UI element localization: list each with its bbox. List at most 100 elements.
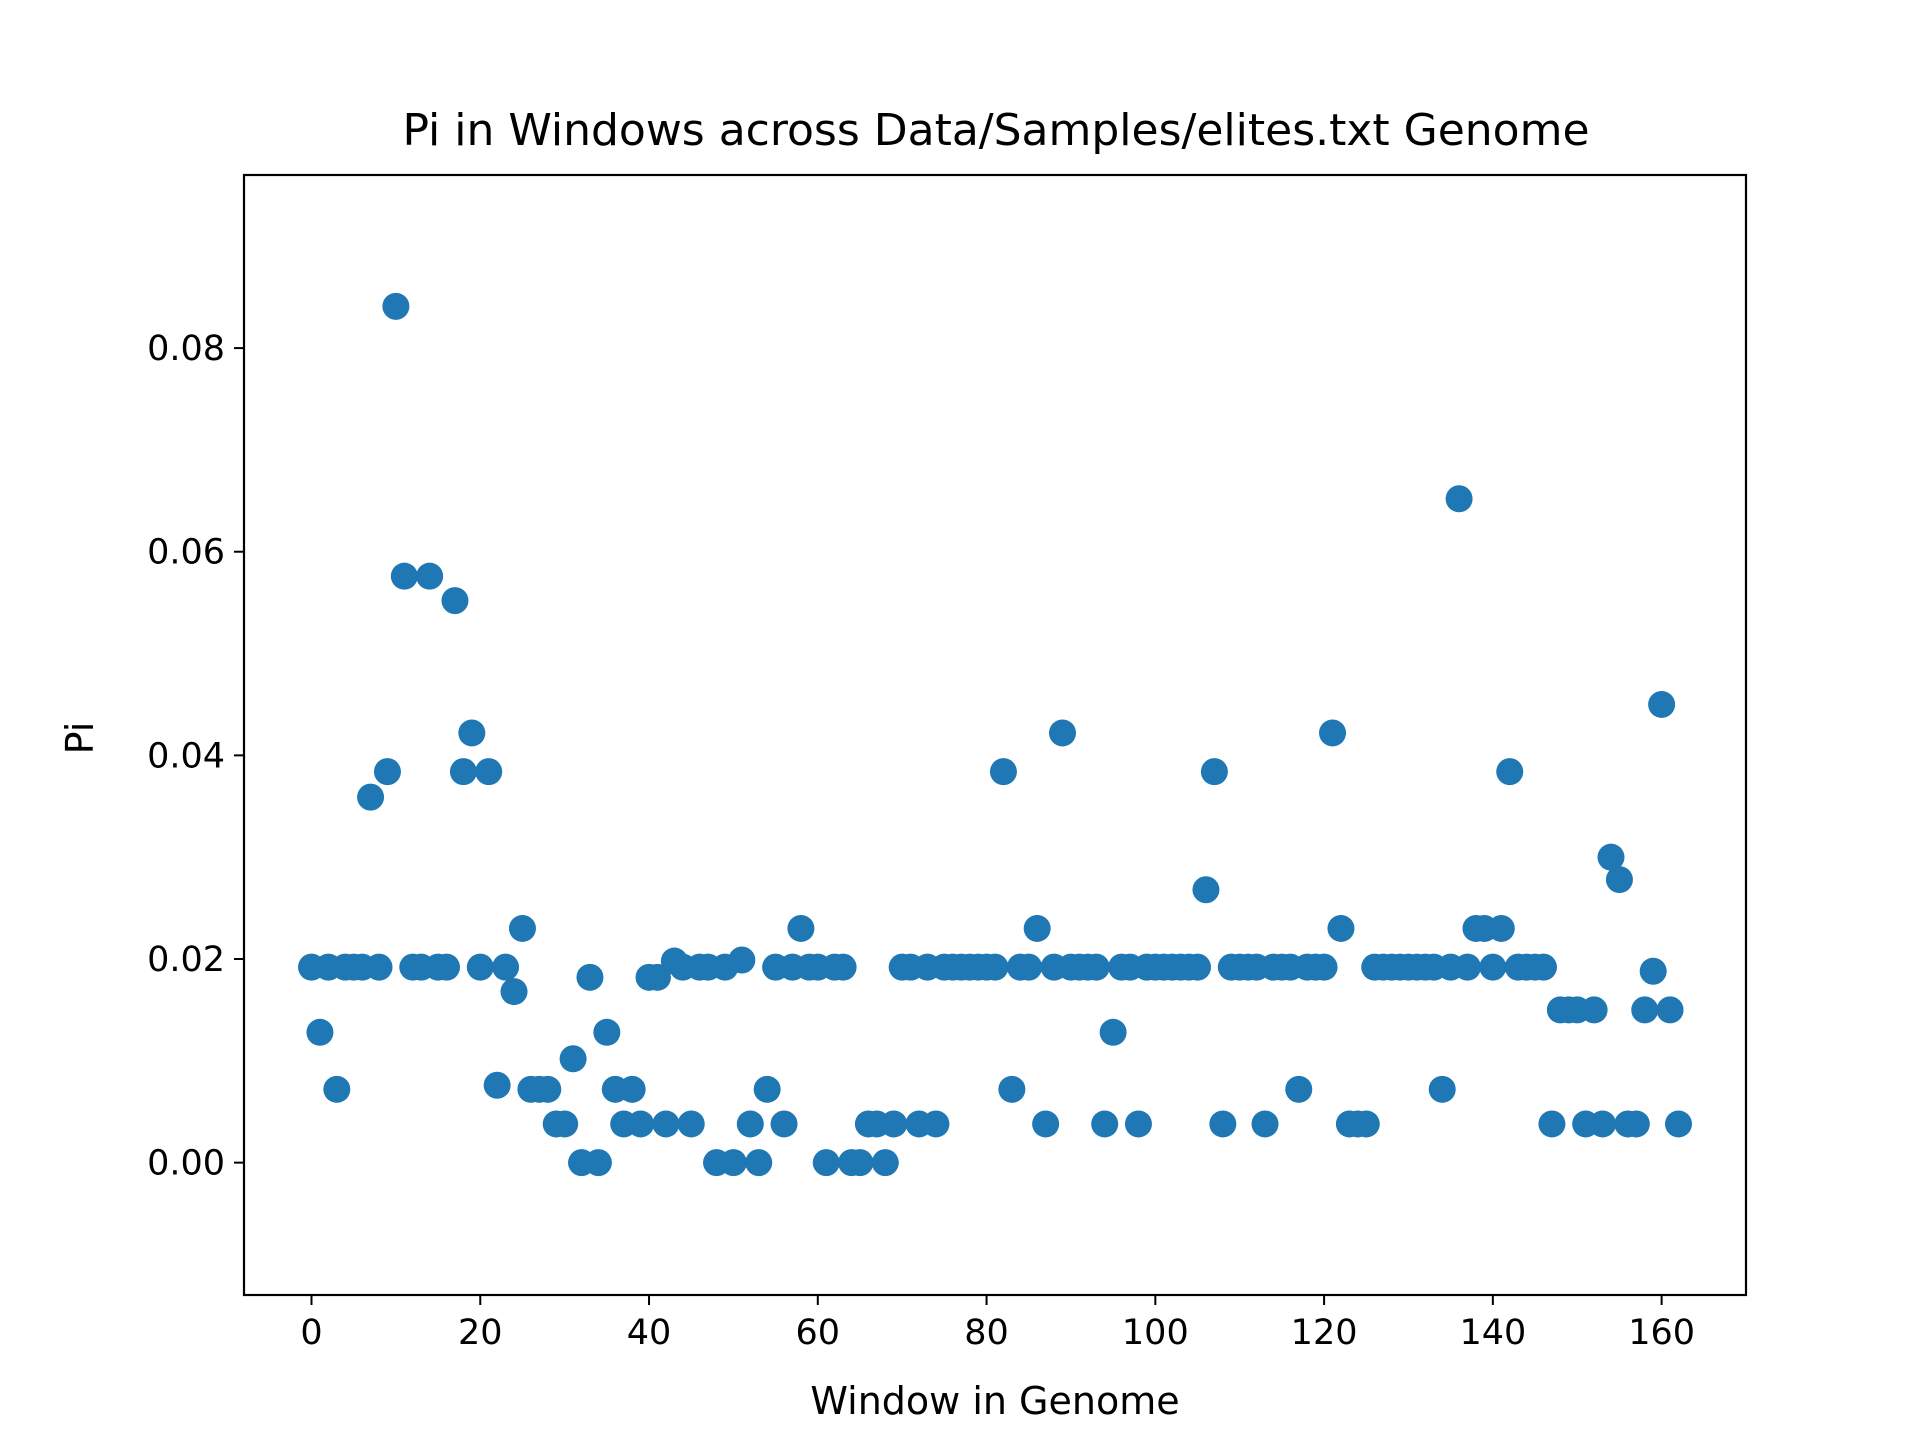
data-point <box>719 1149 747 1177</box>
data-point <box>1251 1110 1279 1138</box>
data-point <box>618 1075 646 1103</box>
data-point <box>323 1075 351 1103</box>
data-point <box>1192 876 1220 904</box>
data-point <box>1023 914 1051 942</box>
data-point <box>1352 1110 1380 1138</box>
data-point <box>1445 485 1473 513</box>
y-tick-label: 0.06 <box>147 533 225 573</box>
x-tick-label: 40 <box>627 1313 672 1353</box>
data-point <box>1209 1110 1237 1138</box>
data-point <box>373 758 401 786</box>
data-point <box>1082 953 1110 981</box>
data-point <box>871 1149 899 1177</box>
data-point <box>1639 957 1667 985</box>
data-point <box>1091 1110 1119 1138</box>
data-point <box>1032 1110 1060 1138</box>
data-point <box>770 1110 798 1138</box>
data-point <box>475 758 503 786</box>
x-axis-label: Window in Genome <box>810 1379 1179 1423</box>
data-point <box>1015 953 1043 981</box>
data-point <box>880 1110 908 1138</box>
data-point <box>466 953 494 981</box>
x-tick-label: 100 <box>1122 1313 1189 1353</box>
data-point <box>534 1075 562 1103</box>
data-point <box>441 587 469 615</box>
data-point <box>1631 996 1659 1024</box>
data-point <box>677 1110 705 1138</box>
data-point <box>492 953 520 981</box>
x-tick-label: 120 <box>1291 1313 1358 1353</box>
data-point <box>483 1071 511 1099</box>
data-point <box>1496 758 1524 786</box>
data-point <box>1479 953 1507 981</box>
y-axis: 0.00 0.02 0.04 0.06 0.08 <box>147 329 244 1184</box>
data-point <box>449 758 477 786</box>
x-tick-label: 80 <box>964 1313 1009 1353</box>
data-point <box>1529 953 1557 981</box>
chart-title: Pi in Windows across Data/Samples/elites… <box>402 105 1589 156</box>
y-tick-label: 0.08 <box>147 329 225 369</box>
data-point <box>1184 953 1212 981</box>
data-point <box>981 953 1009 981</box>
data-point <box>1099 1018 1127 1046</box>
data-point <box>1285 1075 1313 1103</box>
data-point <box>736 1110 764 1138</box>
y-tick-label: 0.04 <box>147 736 225 776</box>
y-tick-label: 0.00 <box>147 1144 225 1184</box>
data-point <box>998 1075 1026 1103</box>
y-tick-label: 0.02 <box>147 940 225 980</box>
data-point <box>728 946 756 974</box>
data-point <box>1200 758 1228 786</box>
plot-frame <box>242 173 1748 1297</box>
data-point <box>584 1149 612 1177</box>
data-point <box>1319 719 1347 747</box>
data-point <box>989 758 1017 786</box>
data-point <box>643 963 671 991</box>
x-tick-label: 20 <box>458 1313 503 1353</box>
data-point <box>1454 953 1482 981</box>
data-point <box>382 292 410 320</box>
data-point <box>787 914 815 942</box>
data-point <box>390 562 418 590</box>
data-point <box>1538 1110 1566 1138</box>
data-point <box>1310 953 1338 981</box>
data-point <box>1428 1075 1456 1103</box>
x-tick-label: 140 <box>1459 1313 1526 1353</box>
data-point <box>627 1110 655 1138</box>
data-point <box>458 719 486 747</box>
data-point <box>593 1018 621 1046</box>
data-point <box>846 1149 874 1177</box>
data-point <box>576 963 604 991</box>
data-point <box>1622 1110 1650 1138</box>
data-point <box>500 978 528 1006</box>
data-point <box>812 1149 840 1177</box>
data-point <box>922 1110 950 1138</box>
data-point <box>357 783 385 811</box>
data-point <box>1327 914 1355 942</box>
data-point <box>1605 866 1633 894</box>
data-points <box>298 292 1692 1177</box>
data-point <box>306 1018 334 1046</box>
data-point <box>365 953 393 981</box>
data-point <box>745 1149 773 1177</box>
data-point <box>551 1110 579 1138</box>
data-point <box>1580 996 1608 1024</box>
x-tick-label: 60 <box>796 1313 841 1353</box>
y-axis-label: Pi <box>58 722 102 755</box>
x-tick-label: 160 <box>1628 1313 1695 1353</box>
data-point <box>1597 843 1625 871</box>
data-point <box>559 1045 587 1073</box>
data-point <box>1656 996 1684 1024</box>
data-point <box>753 1075 781 1103</box>
data-point <box>433 953 461 981</box>
data-point <box>1648 690 1676 718</box>
x-tick-label: 0 <box>300 1313 322 1353</box>
data-point <box>1487 914 1515 942</box>
data-point <box>416 562 444 590</box>
data-point <box>1589 1110 1617 1138</box>
data-point <box>1124 1110 1152 1138</box>
data-point <box>1049 719 1077 747</box>
data-point <box>508 914 536 942</box>
data-point <box>829 953 857 981</box>
